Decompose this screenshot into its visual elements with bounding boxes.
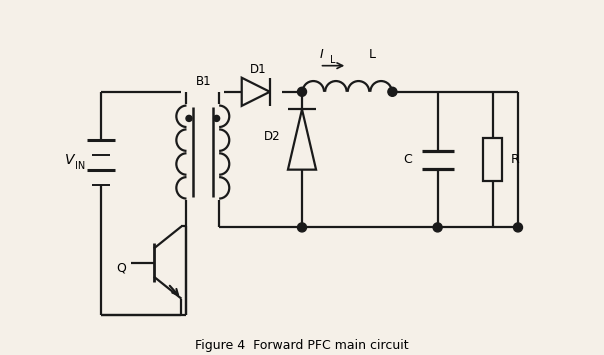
Text: V: V (65, 153, 75, 166)
Text: D2: D2 (263, 130, 280, 142)
Circle shape (388, 87, 397, 96)
Circle shape (513, 223, 522, 232)
Circle shape (186, 115, 192, 121)
Circle shape (433, 223, 442, 232)
Text: I: I (320, 48, 323, 61)
Circle shape (214, 115, 220, 121)
Circle shape (298, 87, 306, 96)
Text: IN: IN (75, 161, 85, 171)
Text: L: L (369, 48, 376, 61)
Text: Figure 4  Forward PFC main circuit: Figure 4 Forward PFC main circuit (195, 339, 409, 352)
Circle shape (298, 223, 306, 232)
Text: B1: B1 (196, 75, 212, 88)
Text: D1: D1 (250, 63, 266, 76)
Text: Q: Q (116, 261, 126, 274)
Text: C: C (403, 153, 412, 166)
Text: R: R (511, 153, 520, 166)
Text: L: L (330, 55, 335, 65)
Bar (483, 138, 503, 181)
